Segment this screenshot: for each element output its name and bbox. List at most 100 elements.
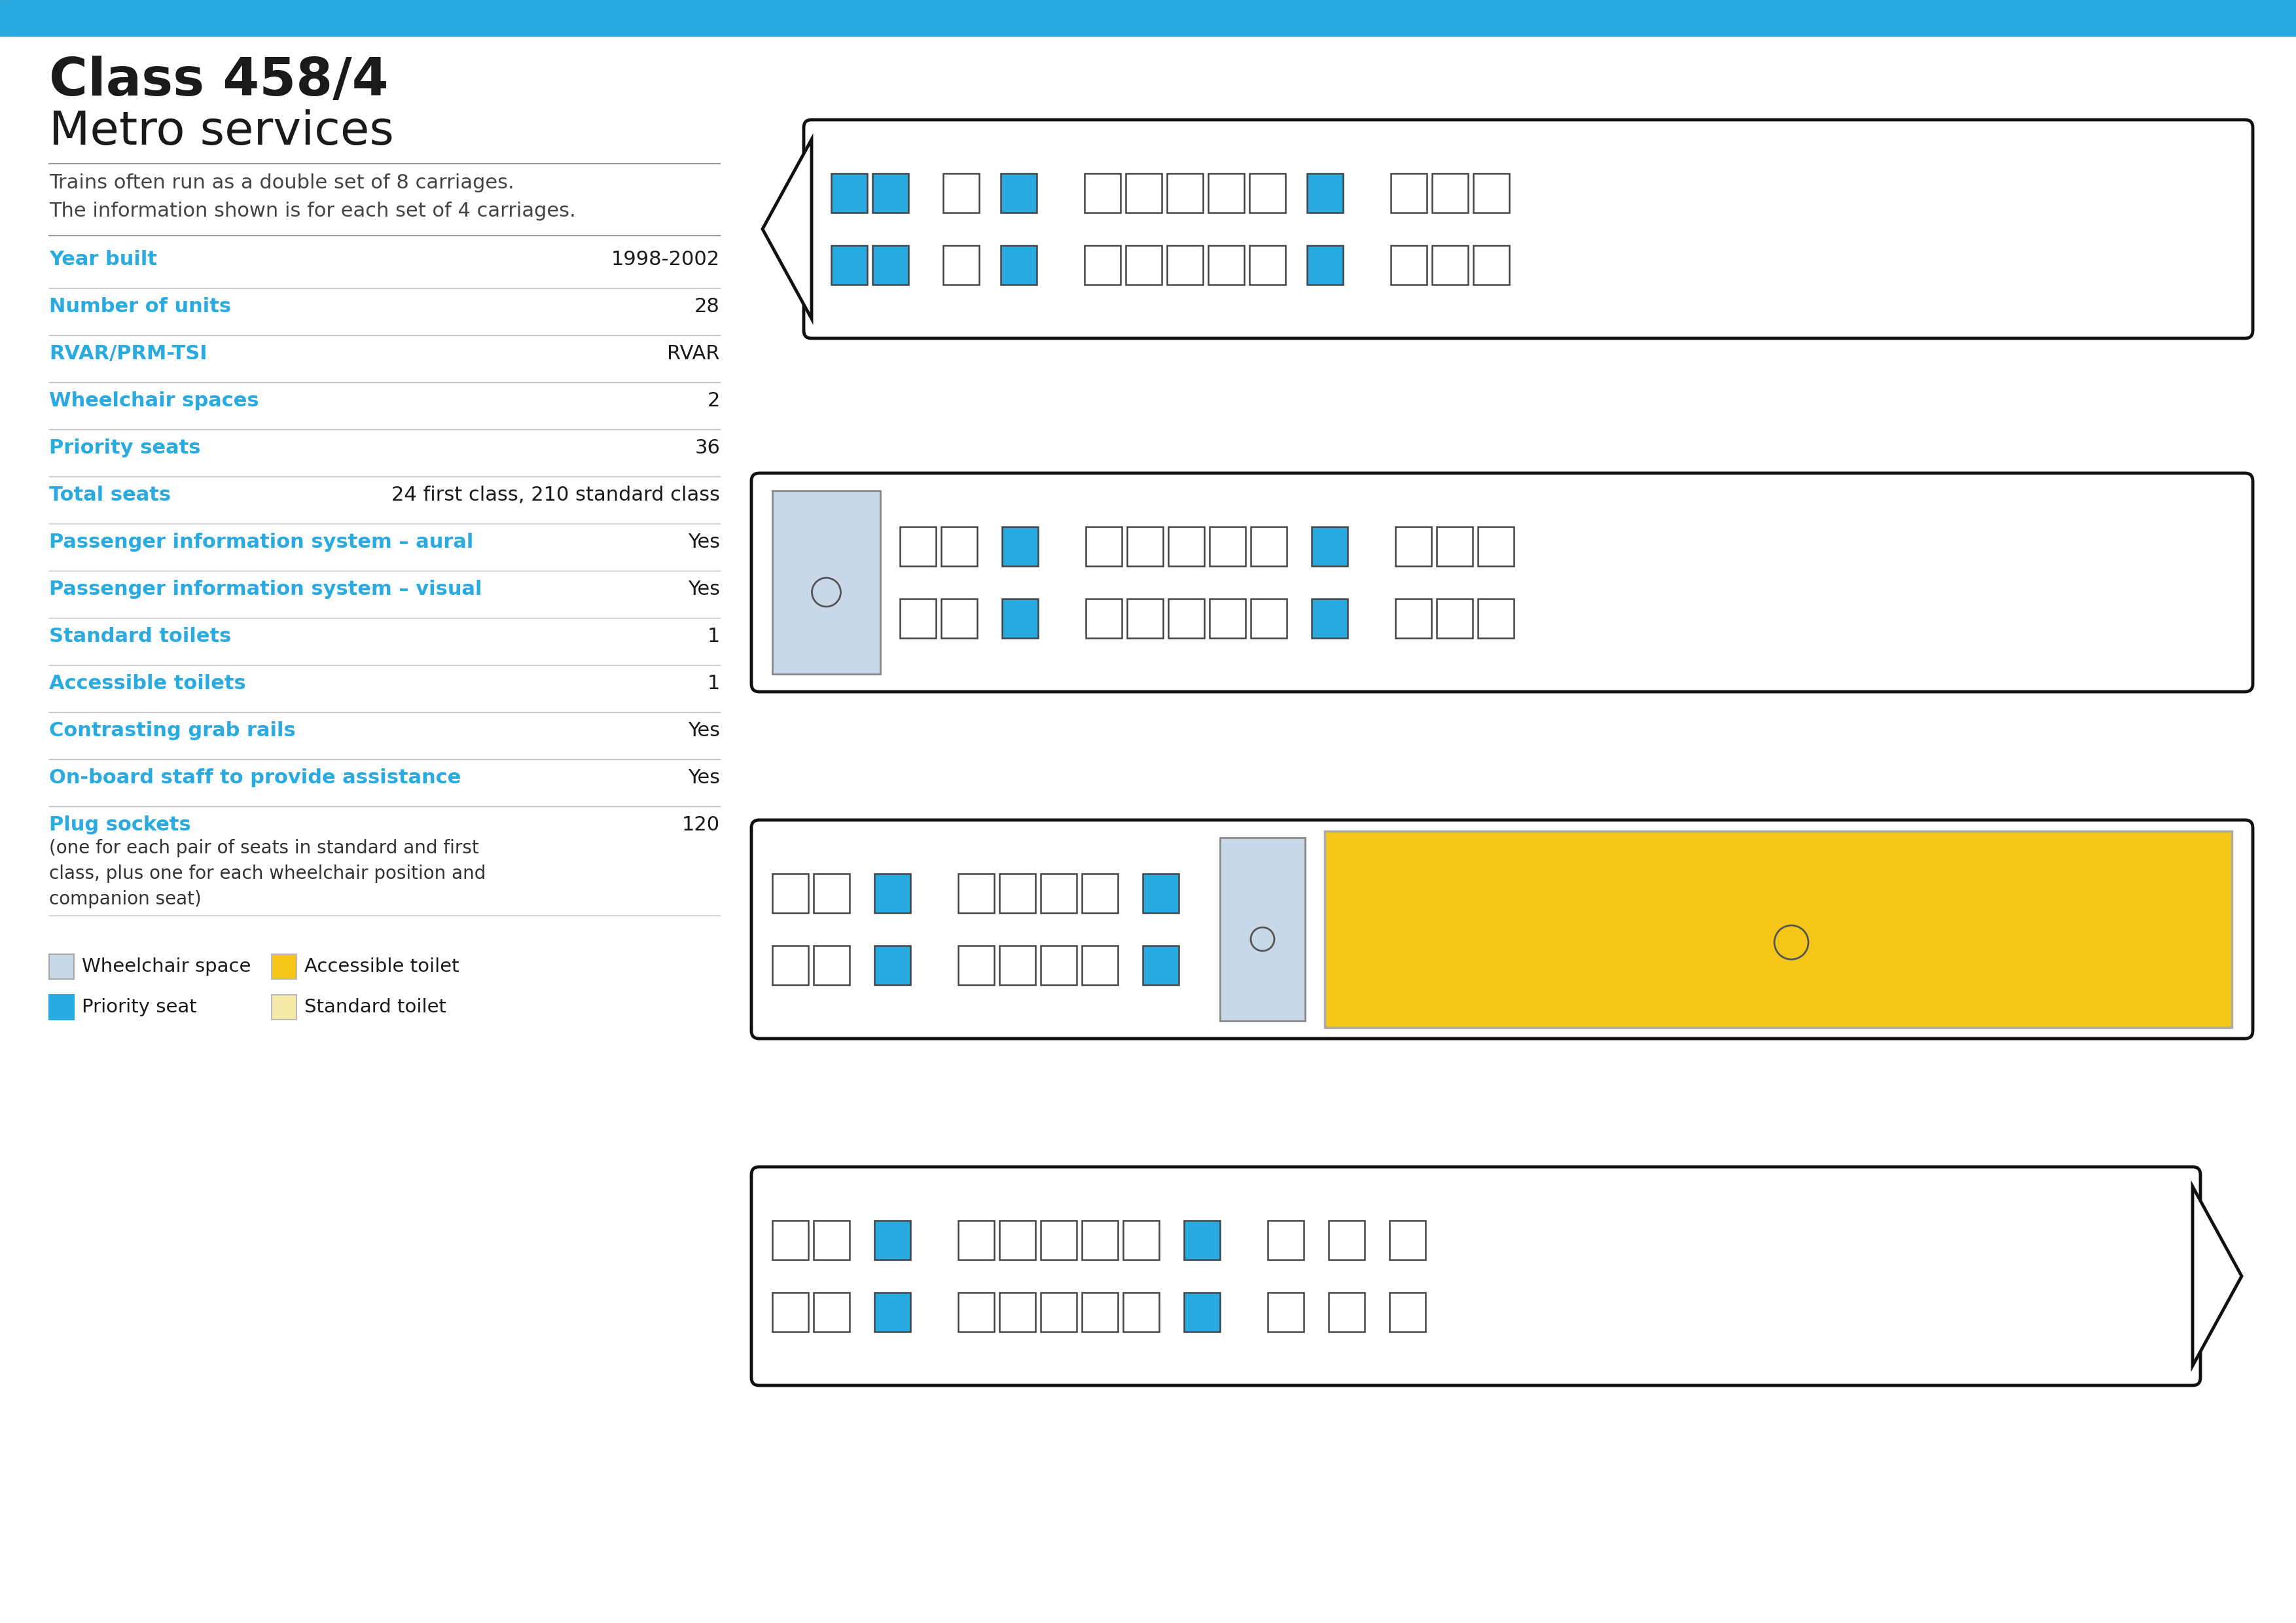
Text: 1: 1 xyxy=(707,626,721,646)
Bar xyxy=(813,1292,850,1332)
Bar xyxy=(1081,1220,1118,1259)
Bar xyxy=(1185,1292,1219,1332)
Bar xyxy=(941,527,978,566)
Bar xyxy=(875,1220,912,1259)
Bar xyxy=(813,1220,850,1259)
Bar xyxy=(1040,1292,1077,1332)
Bar xyxy=(1249,245,1286,284)
Bar xyxy=(1251,599,1286,638)
Bar xyxy=(1210,599,1244,638)
Bar xyxy=(1479,527,1513,566)
Bar xyxy=(1084,245,1120,284)
Bar xyxy=(1389,1292,1426,1332)
Bar xyxy=(1081,873,1118,912)
Bar xyxy=(1081,1292,1118,1332)
Bar xyxy=(831,245,868,284)
Bar xyxy=(999,946,1035,985)
Text: Contrasting grab rails: Contrasting grab rails xyxy=(48,721,296,740)
FancyBboxPatch shape xyxy=(751,474,2252,691)
Bar xyxy=(1040,873,1077,912)
FancyBboxPatch shape xyxy=(751,1167,2200,1386)
Text: Priority seat: Priority seat xyxy=(83,998,197,1016)
Bar xyxy=(875,1292,912,1332)
Bar xyxy=(48,954,73,979)
Bar xyxy=(1329,1292,1364,1332)
Bar xyxy=(813,946,850,985)
Bar xyxy=(771,1292,808,1332)
Bar xyxy=(1208,174,1244,213)
Bar xyxy=(1166,245,1203,284)
Text: Priority seats: Priority seats xyxy=(48,438,200,458)
Bar xyxy=(999,1292,1035,1332)
Bar xyxy=(1086,599,1123,638)
Bar xyxy=(1311,599,1348,638)
Text: Accessible toilets: Accessible toilets xyxy=(48,674,246,693)
Bar xyxy=(1123,1292,1159,1332)
Text: Metro services: Metro services xyxy=(48,109,395,154)
Bar xyxy=(1166,174,1203,213)
Text: Yes: Yes xyxy=(689,768,721,787)
Bar xyxy=(957,873,994,912)
Bar xyxy=(1127,599,1164,638)
Text: Passenger information system – aural: Passenger information system – aural xyxy=(48,532,473,552)
Bar xyxy=(1267,1220,1304,1259)
Bar xyxy=(1001,599,1038,638)
Bar xyxy=(1474,174,1508,213)
Text: 1: 1 xyxy=(707,674,721,693)
Bar xyxy=(1437,599,1472,638)
Bar xyxy=(1311,527,1348,566)
Text: 24 first class, 210 standard class: 24 first class, 210 standard class xyxy=(390,485,721,505)
Bar xyxy=(271,995,296,1019)
Bar xyxy=(1143,946,1178,985)
Bar xyxy=(957,1292,994,1332)
Text: Number of units: Number of units xyxy=(48,297,232,316)
Bar xyxy=(1127,527,1164,566)
Bar xyxy=(1081,946,1118,985)
Bar xyxy=(900,599,937,638)
Bar xyxy=(1433,245,1467,284)
Text: Year built: Year built xyxy=(48,250,156,269)
Bar xyxy=(900,527,937,566)
Bar xyxy=(1249,174,1286,213)
Bar xyxy=(1391,245,1426,284)
Text: Total seats: Total seats xyxy=(48,485,170,505)
Text: On-board staff to provide assistance: On-board staff to provide assistance xyxy=(48,768,461,787)
FancyBboxPatch shape xyxy=(804,120,2252,338)
Bar xyxy=(1086,527,1123,566)
Bar xyxy=(1306,174,1343,213)
Bar xyxy=(941,599,978,638)
Bar xyxy=(872,245,909,284)
FancyBboxPatch shape xyxy=(751,820,2252,1039)
Text: Yes: Yes xyxy=(689,579,721,599)
Text: 28: 28 xyxy=(693,297,721,316)
Bar xyxy=(1267,1292,1304,1332)
Bar xyxy=(1143,873,1178,912)
Bar xyxy=(1001,245,1038,284)
Bar xyxy=(1391,174,1426,213)
Bar xyxy=(1125,245,1162,284)
Text: Standard toilet: Standard toilet xyxy=(305,998,445,1016)
Text: Plug sockets: Plug sockets xyxy=(48,815,191,834)
Bar xyxy=(1208,245,1244,284)
Bar xyxy=(771,873,808,912)
Bar xyxy=(1040,946,1077,985)
Bar xyxy=(1123,1220,1159,1259)
Bar xyxy=(1185,1220,1219,1259)
Bar xyxy=(1474,245,1508,284)
Text: 120: 120 xyxy=(682,815,721,834)
Bar xyxy=(875,946,912,985)
Polygon shape xyxy=(762,140,810,318)
Bar xyxy=(1389,1220,1426,1259)
Bar xyxy=(0,0,2296,36)
Polygon shape xyxy=(2193,1186,2241,1367)
Bar xyxy=(999,873,1035,912)
Text: Wheelchair space: Wheelchair space xyxy=(83,958,250,975)
Bar xyxy=(271,954,296,979)
Text: 1998-2002: 1998-2002 xyxy=(611,250,721,269)
Bar xyxy=(1306,245,1343,284)
Bar xyxy=(771,490,879,674)
Bar xyxy=(1219,837,1304,1021)
Bar xyxy=(1169,527,1205,566)
Bar xyxy=(1479,599,1513,638)
Bar xyxy=(1251,527,1286,566)
